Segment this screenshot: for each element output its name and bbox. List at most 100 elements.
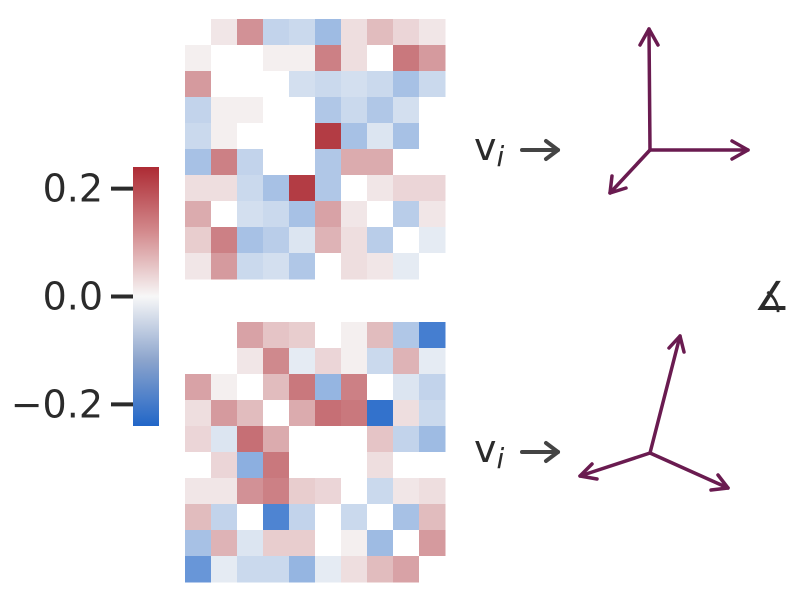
heatmap-cell [263,478,290,505]
heatmap-cell [211,400,238,427]
heatmap-cell [419,322,446,349]
heatmap-cell [263,253,290,280]
colorbar-tick-label: 0.2 [43,167,103,211]
heatmap-cell [185,556,212,583]
heatmap-cell [419,149,446,176]
heatmap-cell [341,530,368,557]
arrow-down-right-icon [648,451,730,492]
heatmap-cell [315,45,342,72]
heatmap-cell [237,400,264,427]
heatmap-cell [211,426,238,453]
heatmap-cell [419,175,446,202]
heatmap-cell [393,97,420,124]
axes-orthogonal [608,27,750,195]
heatmap-cell [289,175,316,202]
heatmap-cell [393,478,420,505]
heatmap-top [185,19,446,280]
heatmap-cell [185,19,212,46]
heatmap-cell [393,71,420,98]
heatmap-cell [263,348,290,375]
heatmap-cell [315,175,342,202]
heatmap-cell [341,253,368,280]
svg-text:vi: vi [474,427,505,475]
heatmap-cell [367,452,394,479]
heatmap-cell [289,97,316,124]
heatmap-cell [393,322,420,349]
heatmap-cell [263,149,290,176]
heatmap-cell [185,227,212,254]
heatmap-cell [393,45,420,72]
arrow-down-left-icon [608,148,652,195]
arrow-up-icon [638,27,660,152]
heatmap-cell [341,149,368,176]
heatmap-cell [237,175,264,202]
heatmap-cell [419,478,446,505]
heatmap-cell [263,97,290,124]
heatmap-cell [237,530,264,557]
heatmap-cell [211,123,238,150]
heatmap-cell [289,123,316,150]
heatmap-cell [367,19,394,46]
heatmap-cell [367,71,394,98]
heatmap-cell [419,426,446,453]
heatmap-cell [237,556,264,583]
heatmap-cell [315,426,342,453]
heatmap-cell [211,530,238,557]
heatmap-cell [185,426,212,453]
heatmap-cell [211,45,238,72]
heatmap-cell [211,322,238,349]
heatmap-cell [315,123,342,150]
heatmap-cell [341,97,368,124]
heatmap-cell [263,556,290,583]
heatmap-cell [315,149,342,176]
heatmap-cell [211,348,238,375]
heatmap-cell [315,556,342,583]
heatmap-cell [185,530,212,557]
heatmap-cell [419,253,446,280]
heatmap-cell [263,45,290,72]
heatmap-cell [185,400,212,427]
heatmap-cell [341,201,368,228]
arrow-left-icon [578,451,652,481]
heatmap-cell [237,478,264,505]
heatmap-cell [315,348,342,375]
heatmap-cell [237,123,264,150]
heatmap-cell [237,426,264,453]
heatmap-cell [289,478,316,505]
vector-subscript: i [497,140,505,173]
heatmap-cell [185,348,212,375]
heatmap-cell [341,348,368,375]
heatmap-cell [341,452,368,479]
heatmap-cell [419,452,446,479]
heatmap-cell [393,374,420,401]
heatmap-cell [367,348,394,375]
heatmap-cell [341,556,368,583]
heatmap-cell [289,71,316,98]
heatmap-cell [211,19,238,46]
heatmap-cell [367,253,394,280]
heatmap-cell [419,504,446,531]
colorbar: 0.2 0.0 −0.2 [11,167,159,426]
heatmap-cell [237,374,264,401]
heatmap-cell [341,504,368,531]
heatmap-cell [263,530,290,557]
heatmap-cell [341,478,368,505]
heatmap-cell [263,452,290,479]
arrow-right-icon [648,139,750,161]
heatmap-cell [315,253,342,280]
heatmap-cell [211,374,238,401]
heatmap-cell [263,71,290,98]
heatmap-cell [393,123,420,150]
heatmap-cell [367,426,394,453]
heatmap-cell [341,71,368,98]
heatmap-cell [211,149,238,176]
heatmap-cell [237,322,264,349]
heatmap-cell [211,175,238,202]
heatmap-cell [263,123,290,150]
heatmap-cell [393,426,420,453]
heatmap-cell [393,400,420,427]
heatmap-cell [367,504,394,531]
heatmap-cell [211,478,238,505]
heatmap-cell [185,504,212,531]
heatmap-cell [211,97,238,124]
